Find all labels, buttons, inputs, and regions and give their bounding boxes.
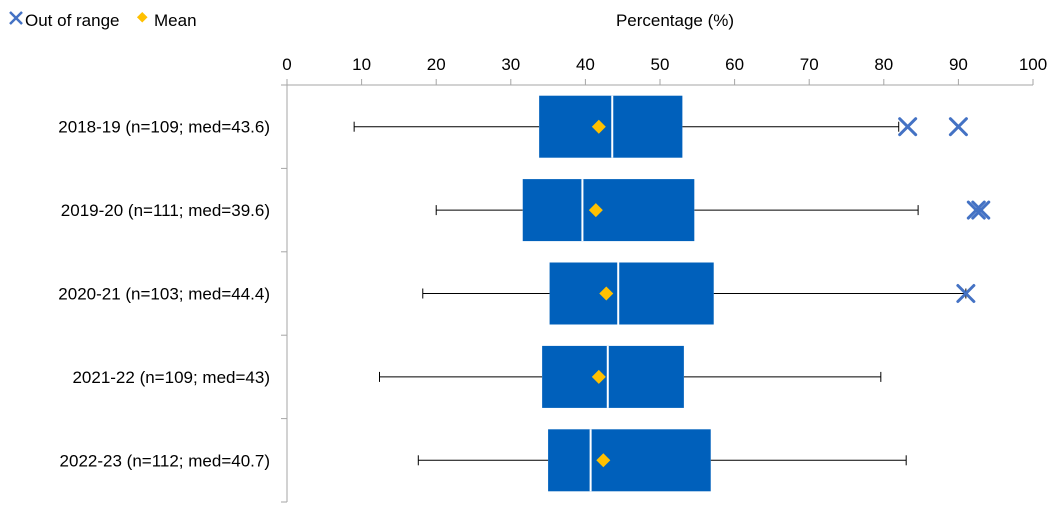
iqr-box — [549, 262, 714, 325]
iqr-box — [522, 179, 695, 242]
x-tick-label: 50 — [651, 55, 670, 74]
category-label: 2022-23 (n=112; med=40.7) — [60, 451, 270, 470]
x-tick-label: 30 — [501, 55, 520, 74]
mean-marker — [596, 453, 611, 468]
x-tick-label: 70 — [800, 55, 819, 74]
category-label: 2020-21 (n=103; med=44.4) — [58, 285, 270, 304]
iqr-box — [548, 429, 711, 492]
box-group — [435, 179, 991, 242]
legend: Out of range Mean — [9, 11, 197, 30]
x-tick-label: 0 — [282, 55, 291, 74]
legend-mean-label: Mean — [154, 11, 197, 30]
category-label: 2019-20 (n=111; med=39.6) — [61, 201, 270, 220]
x-tick-label: 60 — [725, 55, 744, 74]
mean-marker — [591, 119, 606, 134]
y-axis: 2018-19 (n=109; med=43.6) 2019-20 (n=111;… — [58, 84, 288, 503]
x-tick-label: 20 — [427, 55, 446, 74]
x-tick-label: 80 — [874, 55, 893, 74]
x-tick-label: 40 — [576, 55, 595, 74]
mean-marker — [588, 203, 603, 218]
box-group — [353, 95, 968, 158]
outlier-marker — [898, 117, 918, 137]
legend-mean-icon — [136, 11, 148, 23]
iqr-box — [539, 95, 683, 158]
x-tick-label: 10 — [352, 55, 371, 74]
outlier-marker — [948, 117, 968, 137]
outlier-marker — [956, 284, 976, 303]
x-tick-label: 100 — [1019, 55, 1047, 74]
box-group — [417, 429, 907, 492]
mean-marker — [599, 286, 614, 301]
x-axis: 0 10 20 30 40 50 60 70 80 90 100 — [282, 55, 1047, 86]
mean-marker — [591, 369, 606, 384]
box-group — [422, 262, 976, 325]
x-tick-label: 90 — [949, 55, 968, 74]
category-label: 2021-22 (n=109; med=43) — [72, 368, 270, 387]
box-group — [379, 345, 882, 408]
iqr-box — [542, 345, 684, 408]
legend-out-of-range-label: Out of range — [25, 11, 120, 30]
plot-area — [353, 95, 991, 492]
legend-out-of-range-icon — [9, 11, 23, 25]
outlier-marker — [971, 200, 991, 220]
x-axis-title: Percentage (%) — [616, 11, 734, 30]
outlier-marker — [966, 200, 986, 220]
category-label: 2018-19 (n=109; med=43.6) — [58, 118, 270, 137]
